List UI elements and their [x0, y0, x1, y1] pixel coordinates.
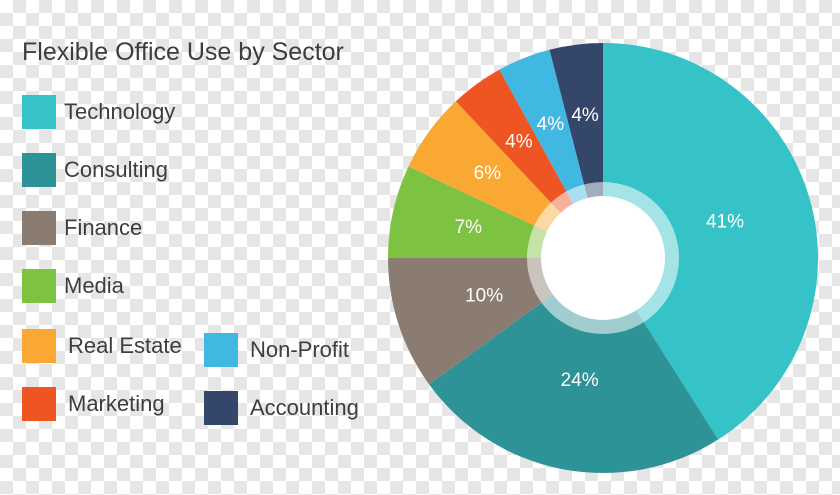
donut-hole: [541, 196, 665, 320]
data-label-technology: 41%: [706, 212, 744, 233]
data-label-non-profit: 4%: [537, 114, 565, 135]
legend-label-non-profit: Non-Profit: [250, 337, 350, 362]
slice-technology: [603, 43, 818, 440]
chart-title: Flexible Office Use by Sector: [22, 38, 344, 66]
legend-label-marketing: Marketing: [68, 391, 165, 416]
legend-item-marketing: Marketing: [22, 386, 165, 422]
legend-label-accounting: Accounting: [250, 395, 359, 420]
legend-item-media: Media: [22, 268, 124, 304]
legend-label-technology: Technology: [64, 99, 176, 124]
data-label-finance: 10%: [465, 286, 503, 307]
legend-swatch-media: [22, 269, 56, 303]
data-label-media: 7%: [455, 217, 483, 238]
legend-label-consulting: Consulting: [64, 157, 168, 182]
legend-swatch-technology: [22, 95, 56, 129]
legend-item-consulting: Consulting: [22, 152, 168, 188]
legend-swatch-finance: [22, 211, 56, 245]
data-label-consulting: 24%: [561, 370, 599, 391]
labels-group: 41%24%10%7%6%4%4% 4%: [455, 105, 745, 391]
legend-item-technology: Technology: [22, 94, 175, 130]
legend-swatch-marketing: [22, 387, 56, 421]
legend-label-real-estate: Real Estate: [68, 333, 182, 358]
data-label-real-estate: 6%: [474, 163, 502, 184]
legend-swatch-non-profit: [204, 333, 238, 367]
legend-label-finance: Finance: [64, 215, 143, 240]
legend-swatch-consulting: [22, 153, 56, 187]
data-label-accounting: 4%: [571, 105, 599, 126]
slice-consulting: [429, 258, 719, 473]
data-label-marketing: 4%: [505, 131, 533, 152]
legend-swatch-accounting: [204, 391, 238, 425]
legend-swatch-real-estate: [22, 329, 56, 363]
legend-item-non-profit: Non-Profit: [204, 332, 349, 368]
legend-item-accounting: Accounting: [204, 390, 359, 426]
legend-item-real-estate: Real Estate: [22, 328, 182, 364]
legend-label-media: Media: [64, 273, 124, 298]
legend-item-finance: Finance: [22, 210, 142, 246]
